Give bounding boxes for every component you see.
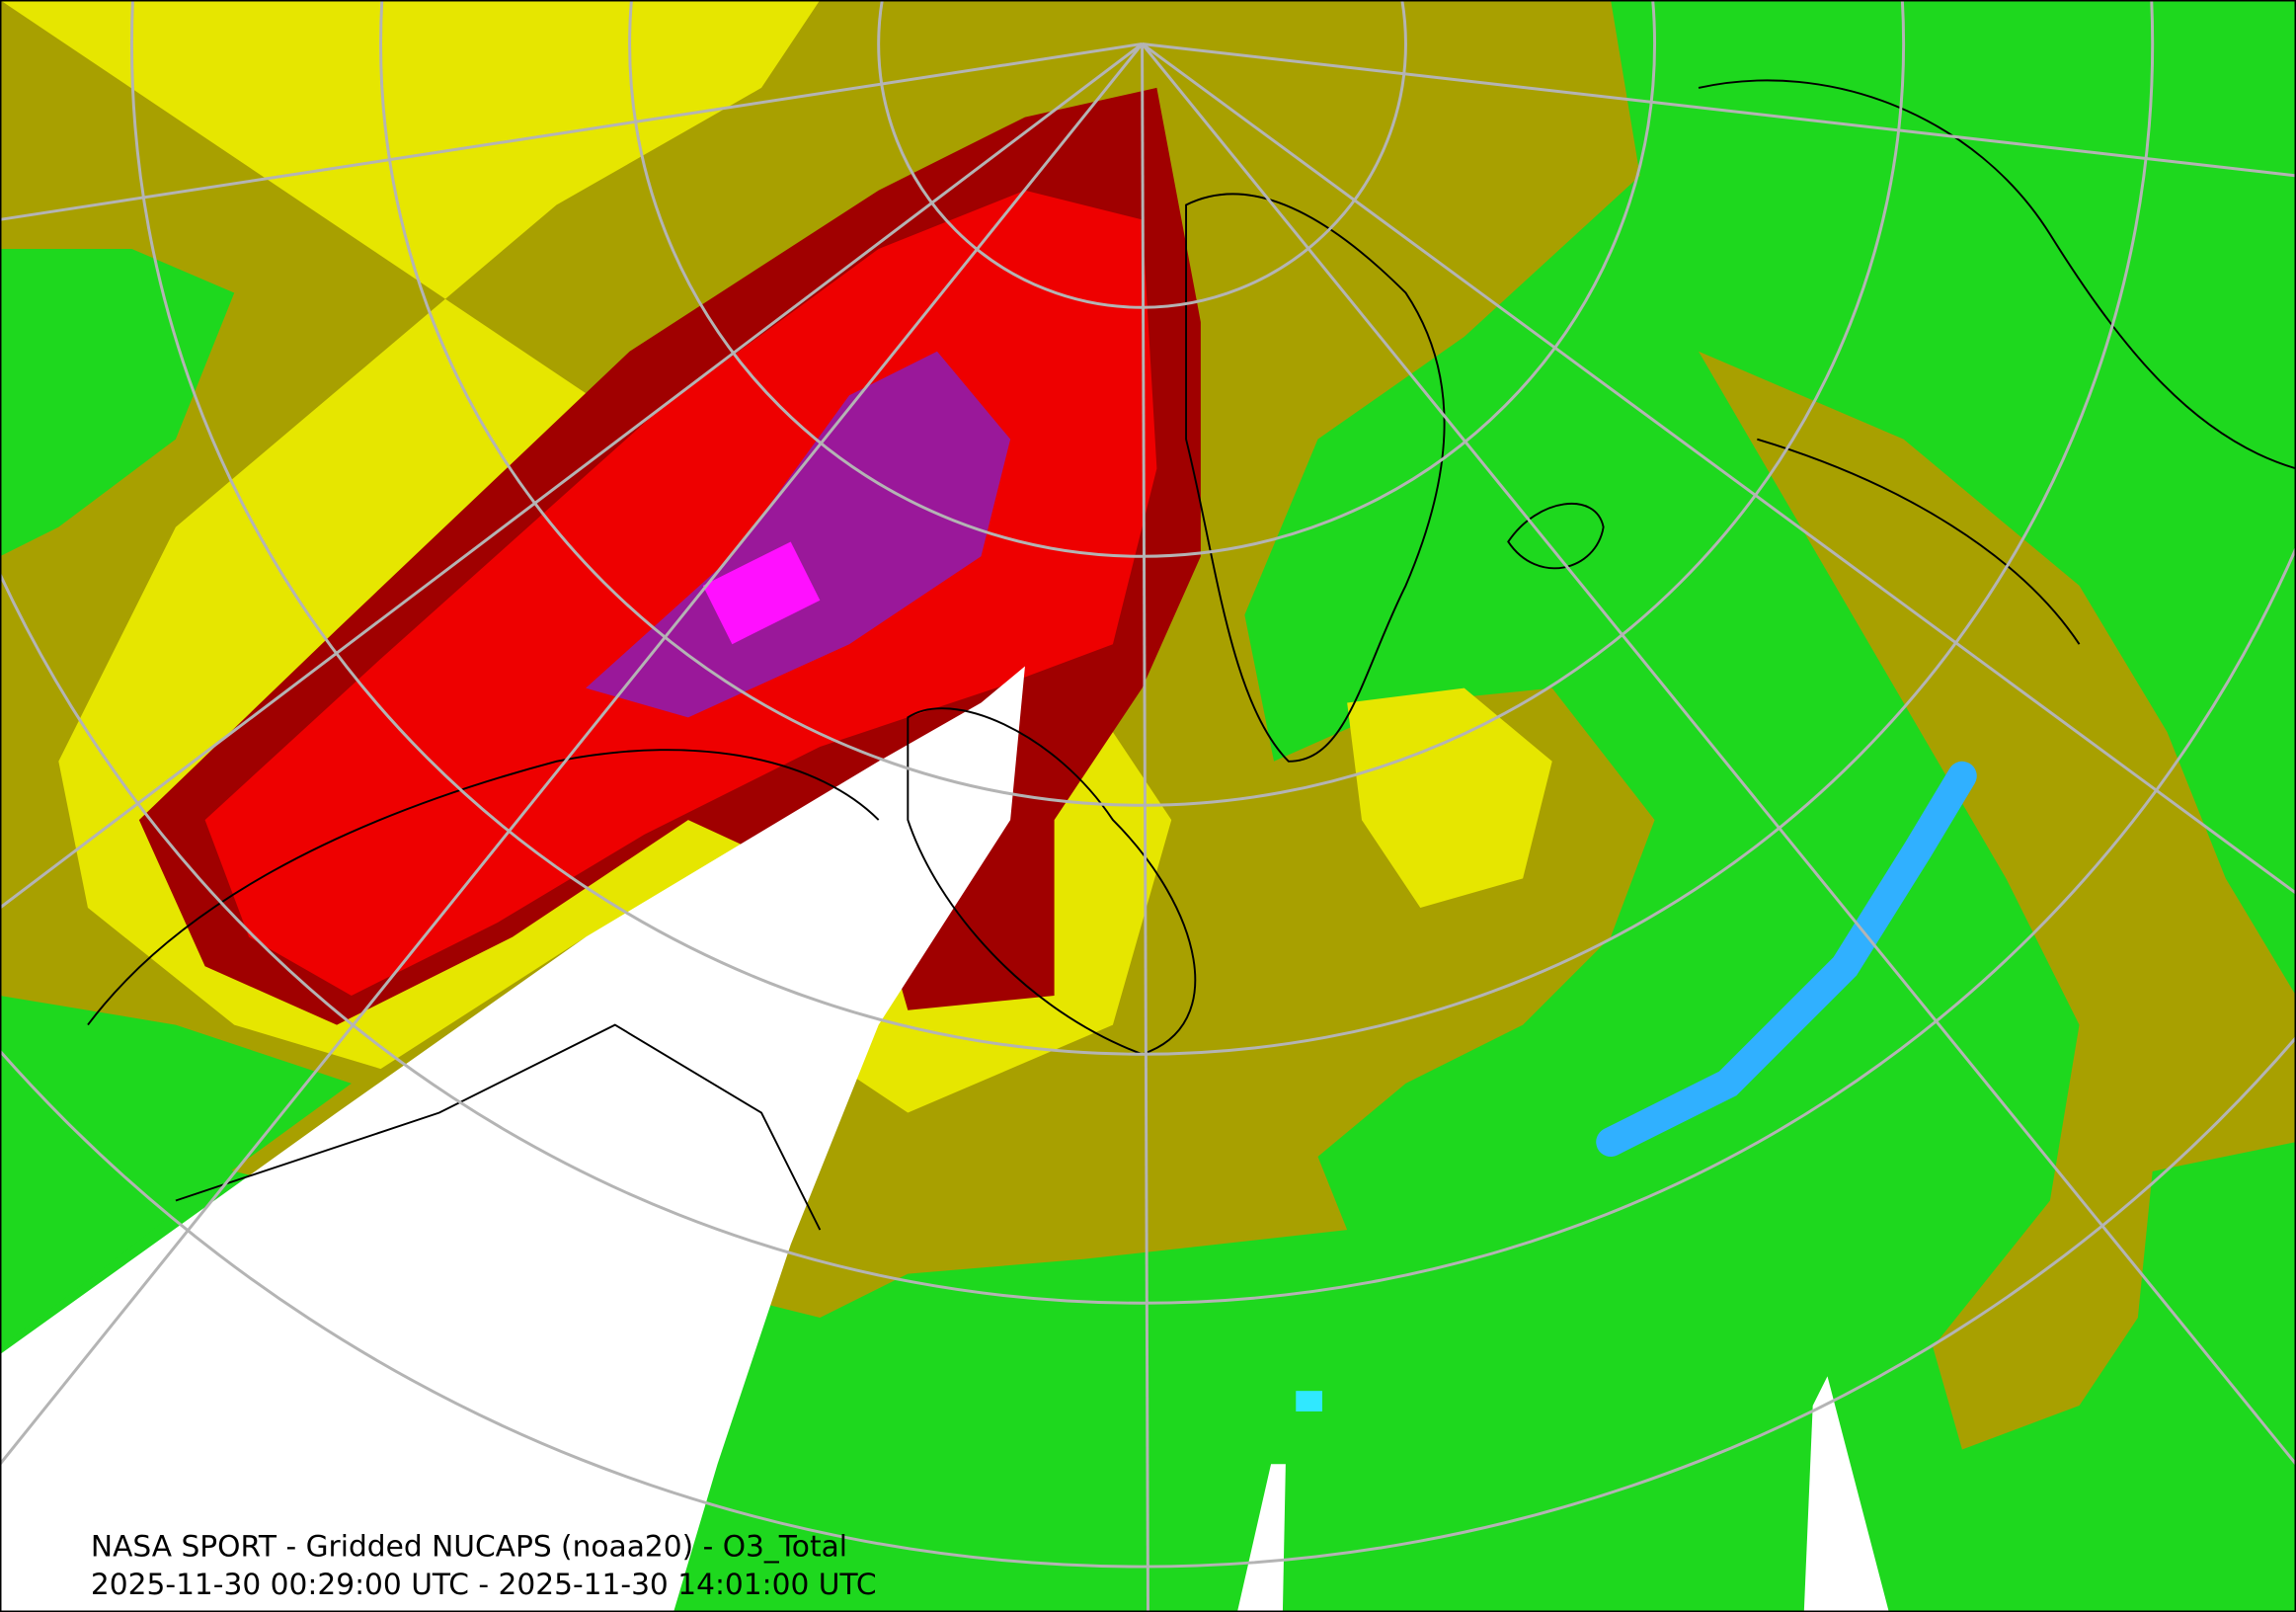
meridian <box>0 42 1143 221</box>
latitude-circle <box>379 0 1905 807</box>
meridian <box>0 42 1144 1466</box>
europe-coast <box>1698 79 2296 645</box>
green-left <box>0 248 235 557</box>
magenta-region <box>702 541 821 645</box>
caption-title: NASA SPORT - Gridded NUCAPS (noaa20) - O… <box>91 1529 847 1564</box>
borders <box>87 749 880 1231</box>
no-data-swath <box>1236 1464 1286 1612</box>
yellow-patch <box>1347 687 1552 909</box>
purple-region <box>586 351 1011 718</box>
labrador <box>907 707 1197 1056</box>
latitude-circle <box>628 0 1656 558</box>
coastlines <box>87 79 2296 1231</box>
latitude-circle <box>0 543 2296 1305</box>
olive-europe <box>1699 351 2296 1450</box>
caption-time-range: 2025-11-30 00:29:00 UTC - 2025-11-30 14:… <box>91 1567 877 1601</box>
iceland <box>1507 503 1605 570</box>
no-data-swath <box>1803 1376 1889 1612</box>
no-data-region <box>0 666 1025 1612</box>
latitude-circle <box>130 0 2154 1056</box>
green-lower-left <box>0 995 352 1347</box>
greenland <box>1185 193 1446 763</box>
meridian <box>1141 43 1149 1612</box>
meridian <box>1141 42 2296 895</box>
latitude-circle <box>0 1035 2296 1569</box>
meridian <box>1142 41 2296 178</box>
meridian <box>1141 42 2296 1466</box>
low-ozone-streak <box>1596 761 1977 1158</box>
cyan-patch <box>1296 1391 1322 1411</box>
meridian <box>0 42 1144 910</box>
